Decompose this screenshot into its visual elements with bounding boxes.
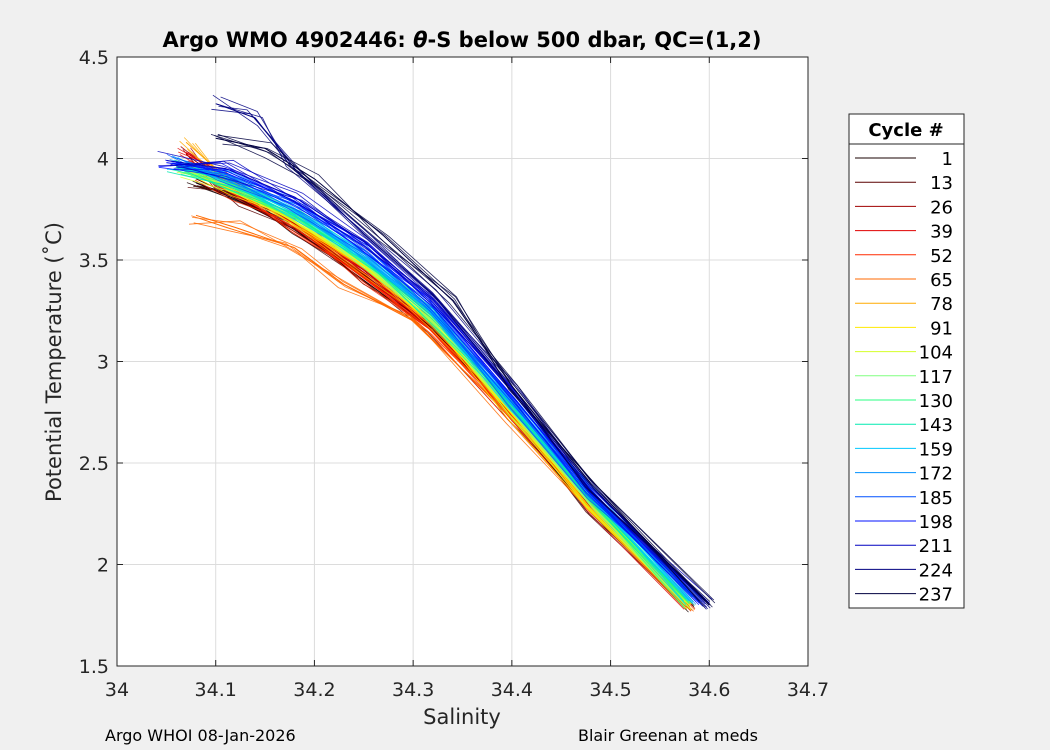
theta-symbol: θ <box>413 28 427 52</box>
series-line-185-trace <box>166 153 704 597</box>
legend-label: 185 <box>919 488 953 509</box>
legend-label: 13 <box>930 173 953 194</box>
y-axis-label: Potential Temperature (˚C) <box>42 222 66 502</box>
legend-label: 159 <box>919 439 953 460</box>
x-tick-label: 34.5 <box>589 679 631 701</box>
legend-items: 1 13 26 39 52 65 78 91 104 117 130 143 159 172 185 198 2… <box>855 149 953 606</box>
legend-label: 78 <box>930 294 953 315</box>
legend-label: 52 <box>930 246 953 267</box>
x-tick-label: 34.7 <box>787 679 829 701</box>
series-layer <box>157 94 716 613</box>
x-tick-label: 34.3 <box>392 679 434 701</box>
y-tick-label: 3.5 <box>79 250 109 272</box>
ticks: 34 34.1 34.2 34.3 34.4 34.5 34.6 34.7 1.5 2 2.5 3 3.… <box>79 47 829 701</box>
legend-label: 91 <box>930 318 953 339</box>
footer-left: Argo WHOI 08-Jan-2026 <box>105 726 296 745</box>
legend-label: 65 <box>930 270 953 291</box>
x-tick-label: 34.1 <box>195 679 237 701</box>
series-line-224-trace <box>220 96 711 605</box>
chart-title: Argo WMO 4902446: θ-S below 500 dbar, QC… <box>162 28 761 52</box>
x-axis-label: Salinity <box>423 705 501 729</box>
legend-label: 1 <box>942 149 953 170</box>
x-tick-label: 34.2 <box>293 679 335 701</box>
legend-label: 26 <box>930 197 953 218</box>
legend-label: 104 <box>919 343 953 364</box>
y-tick-label: 2 <box>97 555 109 577</box>
legend-label: 143 <box>919 415 953 436</box>
y-tick-label: 2.5 <box>79 453 109 475</box>
series-line-198-trace <box>165 159 704 607</box>
legend-title: Cycle # <box>868 120 943 141</box>
legend-label: 130 <box>919 391 953 412</box>
series-line-224 <box>215 103 710 606</box>
series-line-172-trace <box>171 155 702 600</box>
legend-label: 198 <box>919 512 953 533</box>
y-tick-label: 3 <box>97 352 109 374</box>
legend-box <box>848 113 965 609</box>
legend-label: 237 <box>919 585 953 606</box>
x-tick-label: 34 <box>105 679 129 701</box>
x-tick-label: 34.4 <box>491 679 533 701</box>
series-line-211 <box>166 160 710 604</box>
y-tick-label: 4 <box>97 149 109 171</box>
legend-label: 172 <box>919 464 953 485</box>
series-line-237-trace <box>217 133 705 608</box>
legend-label: 39 <box>930 222 953 243</box>
series-line-237 <box>215 137 710 606</box>
series-line-237-trace <box>222 143 713 608</box>
series-line-237-trace <box>214 135 711 602</box>
series-line-65-trace <box>188 220 692 612</box>
legend: Cycle # 1 13 26 39 52 65 78 91 104 117 130 143 159 17… <box>848 113 965 609</box>
series-line-224-trace <box>212 94 707 601</box>
x-tick-label: 34.6 <box>688 679 730 701</box>
y-tick-label: 4.5 <box>79 47 109 69</box>
legend-label: 117 <box>919 367 953 388</box>
legend-label: 211 <box>919 536 953 557</box>
legend-label: 224 <box>919 560 953 581</box>
footer-right: Blair Greenan at meds <box>578 726 758 745</box>
y-tick-label: 1.5 <box>79 656 109 678</box>
